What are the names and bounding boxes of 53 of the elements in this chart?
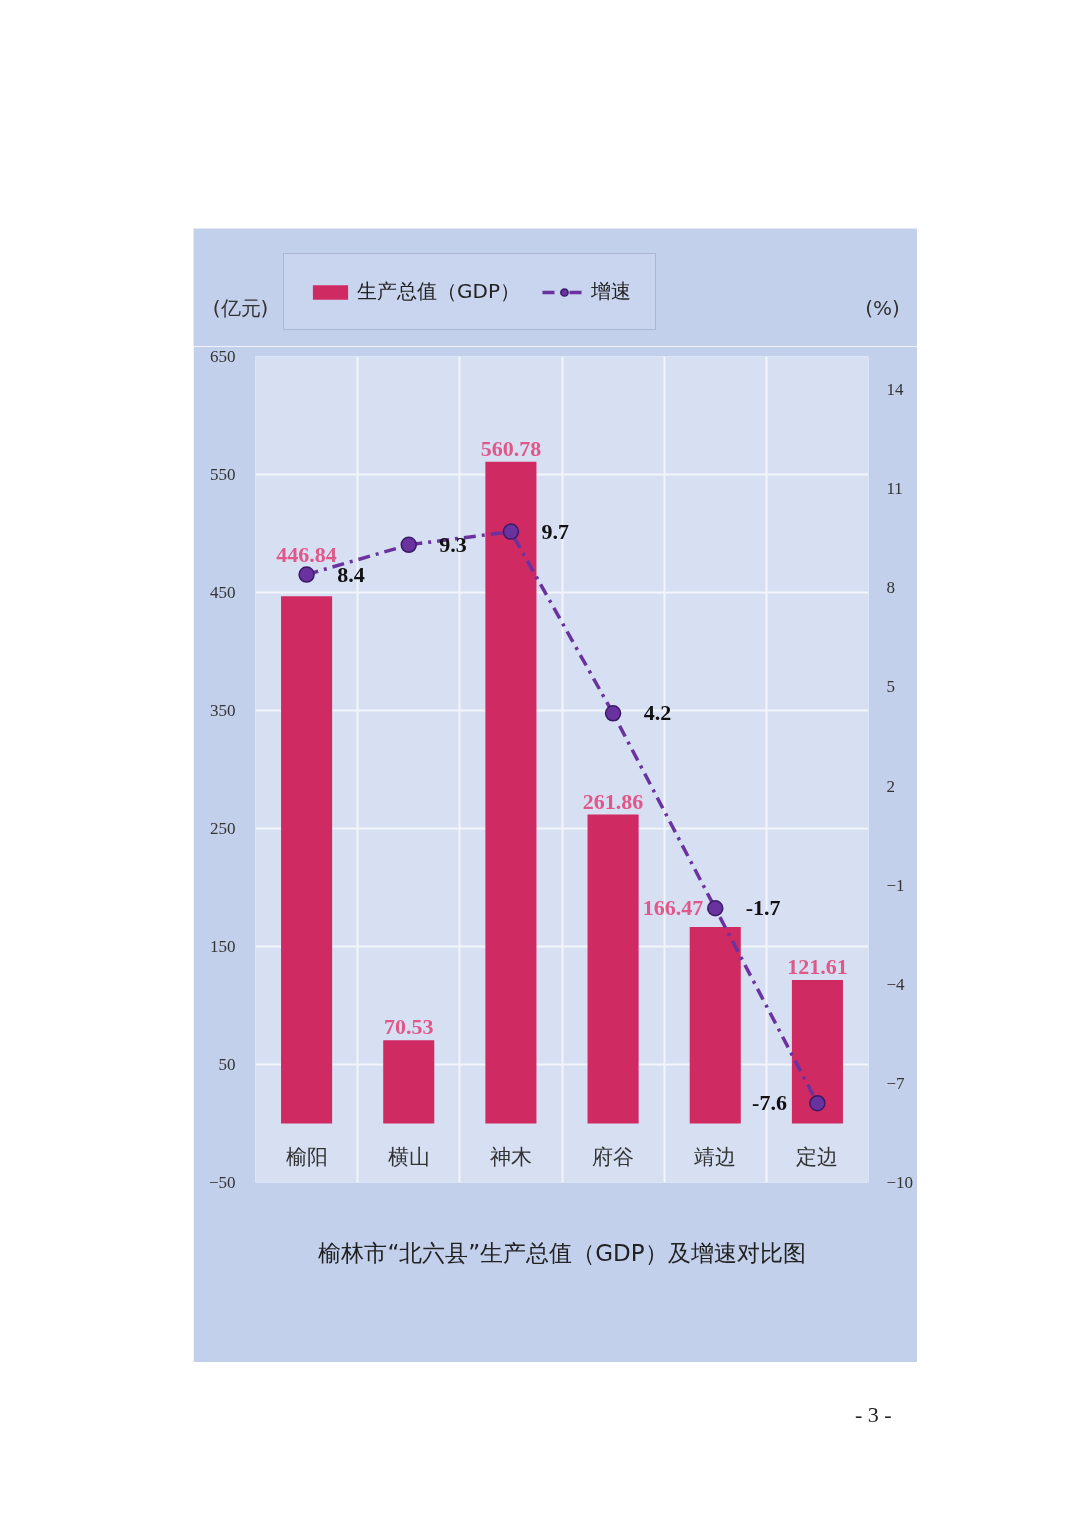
data-label: 446.84 (276, 541, 337, 567)
data-label: 166.47 (642, 895, 704, 921)
data-label: 8.4 (337, 561, 365, 587)
y-axis-title: (亿元) (212, 295, 269, 320)
bar (383, 1040, 435, 1124)
point (298, 566, 315, 583)
y2-tick-label: −10 (886, 1173, 914, 1192)
point (400, 536, 417, 554)
y2-axis-title: (%) (865, 295, 900, 320)
y-tick-label: 450 (210, 583, 236, 602)
x-tick-label: 定边 (796, 1144, 839, 1169)
data-label: 9.7 (541, 518, 569, 544)
y2-tick-label: 8 (886, 578, 895, 598)
legend-label: 生产总值（GDP） (357, 278, 520, 305)
x-tick-label: 靖边 (694, 1144, 737, 1169)
x-tick-label: 府谷 (592, 1144, 635, 1169)
point (604, 705, 622, 722)
data-label: 261.86 (582, 788, 644, 814)
y2-tick-label: 5 (886, 677, 895, 697)
bar (791, 980, 843, 1124)
y-tick-label: −50 (208, 1173, 236, 1192)
data-label: 4.2 (643, 700, 672, 726)
x-tick-label: 横山 (387, 1144, 430, 1169)
y2-tick-label: −1 (886, 875, 905, 895)
data-label: 560.78 (480, 435, 542, 461)
data-label: 121.61 (787, 954, 848, 979)
bar (281, 596, 333, 1124)
y2-tick-label: 2 (886, 776, 895, 796)
y-tick-label: 50 (218, 1055, 236, 1074)
point (809, 1094, 826, 1112)
y-tick-label: 550 (210, 465, 236, 484)
y-tick-label: 350 (210, 701, 236, 720)
y2-tick-label: 11 (886, 479, 903, 499)
text: - 3 - (855, 1401, 892, 1429)
data-label: 70.53 (384, 1014, 434, 1040)
legend-label: 增速 (590, 278, 631, 305)
bar (689, 927, 741, 1124)
y-tick-label: 250 (210, 819, 236, 838)
bar (485, 461, 537, 1124)
point (707, 900, 724, 917)
bar (587, 814, 639, 1124)
y2-tick-label: 14 (886, 380, 904, 400)
text: 榆林市“北六县”生产总值（GDP）及增速对比图 (318, 1239, 806, 1266)
point (502, 523, 520, 540)
x-tick-label: 榆阳 (285, 1144, 328, 1169)
data-label: 9.3 (439, 531, 467, 557)
y2-tick-label: −4 (886, 974, 906, 994)
y2-tick-label: −7 (886, 1073, 906, 1093)
x-tick-label: 神木 (489, 1144, 532, 1169)
y-tick-label: 150 (210, 937, 236, 956)
data-label: -7.6 (752, 1090, 787, 1116)
y-tick-label: 650 (210, 347, 236, 366)
data-label: -1.7 (745, 895, 781, 921)
